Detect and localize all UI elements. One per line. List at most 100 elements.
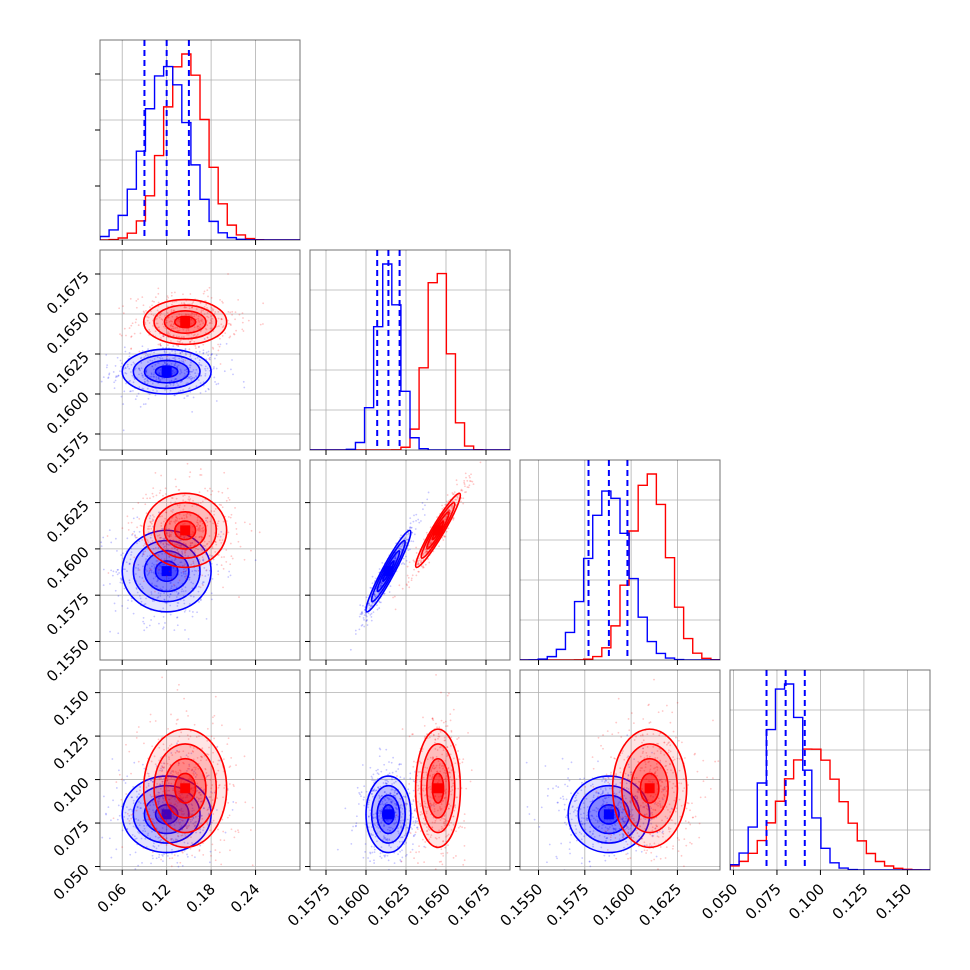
scatter-point: [159, 542, 162, 544]
scatter-point: [179, 368, 182, 371]
scatter-point: [222, 301, 224, 304]
scatter-point: [184, 551, 187, 554]
scatter-point: [123, 390, 126, 393]
scatter-point: [191, 842, 193, 844]
scatter-point: [599, 793, 602, 796]
scatter-point: [121, 582, 124, 585]
panel-content: [100, 40, 300, 240]
scatter-point: [372, 789, 375, 792]
scatter-point: [190, 361, 192, 364]
scatter-point: [456, 738, 459, 740]
scatter-point: [432, 803, 435, 805]
scatter-point: [444, 846, 447, 849]
scatter-point: [217, 570, 220, 573]
scatter-point: [179, 545, 182, 547]
scatter-point: [202, 529, 204, 532]
scatter-point: [147, 348, 149, 350]
scatter-point: [151, 382, 154, 385]
scatter-point: [178, 488, 181, 491]
scatter-point: [149, 569, 152, 571]
scatter-point: [224, 831, 227, 834]
scatter-point: [171, 895, 173, 897]
scatter-point: [437, 737, 439, 740]
scatter-point: [391, 771, 394, 774]
scatter-point: [201, 527, 204, 530]
scatter-point: [178, 823, 181, 825]
scatter-point: [420, 565, 423, 568]
scatter-point: [158, 356, 161, 359]
scatter-point: [445, 788, 448, 791]
scatter-point: [221, 491, 224, 494]
scatter-point: [457, 736, 460, 739]
scatter-point: [385, 877, 387, 879]
scatter-point: [203, 807, 205, 810]
scatter-point: [146, 563, 149, 566]
scatter-point: [165, 828, 168, 831]
scatter-point: [175, 497, 178, 500]
scatter-point: [190, 787, 193, 789]
scatter-point: [204, 374, 207, 377]
scatter-point: [182, 572, 185, 575]
scatter-point: [447, 807, 450, 810]
scatter-point: [462, 758, 465, 761]
scatter-point: [424, 805, 426, 808]
scatter-point: [182, 796, 185, 799]
scatter-point: [149, 794, 152, 796]
scatter-point: [202, 873, 204, 875]
scatter-point: [213, 357, 216, 360]
scatter-point: [189, 498, 192, 500]
scatter-point: [146, 379, 149, 381]
scatter-point: [361, 611, 363, 613]
scatter-point: [663, 786, 666, 789]
scatter-point: [164, 385, 167, 388]
scatter-point: [195, 368, 198, 371]
scatter-point: [183, 610, 186, 613]
scatter-point: [157, 844, 160, 847]
scatter-point: [206, 516, 209, 519]
scatter-point: [367, 803, 370, 806]
scatter-point: [393, 782, 396, 784]
scatter-point: [373, 593, 376, 596]
scatter-point: [196, 325, 199, 327]
scatter-point: [132, 389, 134, 392]
scatter-point: [220, 564, 223, 567]
scatter-point: [191, 807, 194, 810]
scatter-point: [191, 530, 194, 533]
scatter-point: [229, 563, 232, 566]
scatter-point: [556, 857, 558, 860]
scatter-point: [151, 820, 154, 823]
scatter-point: [151, 600, 154, 602]
scatter-point: [398, 832, 400, 835]
scatter-point: [229, 516, 232, 519]
scatter-point: [149, 514, 152, 517]
scatter-point: [470, 880, 472, 882]
scatter-point: [193, 766, 196, 769]
scatter-point: [416, 800, 419, 803]
scatter-point: [202, 349, 205, 352]
scatter-point: [401, 807, 404, 810]
scatter-point: [239, 728, 241, 731]
scatter-point: [191, 312, 194, 315]
scatter-point: [197, 792, 200, 794]
scatter-point: [137, 819, 140, 821]
scatter-point: [208, 796, 211, 799]
scatter-point: [385, 779, 388, 782]
scatter-point: [155, 530, 158, 533]
scatter-point: [162, 626, 165, 629]
scatter-point: [421, 748, 424, 750]
scatter-point: [170, 497, 173, 499]
scatter-point: [455, 796, 458, 799]
scatter-point: [164, 487, 167, 490]
scatter-point: [174, 378, 176, 381]
scatter-point: [409, 522, 412, 525]
scatter-point: [423, 845, 426, 848]
scatter-point: [181, 793, 183, 795]
scatter-point: [187, 752, 190, 755]
scatter-point: [123, 816, 126, 818]
scatter-point: [188, 475, 191, 478]
scatter-point: [182, 568, 185, 571]
scatter-point: [369, 852, 372, 855]
scatter-point: [216, 525, 219, 527]
scatter-point: [403, 777, 406, 780]
scatter-point: [196, 326, 199, 328]
